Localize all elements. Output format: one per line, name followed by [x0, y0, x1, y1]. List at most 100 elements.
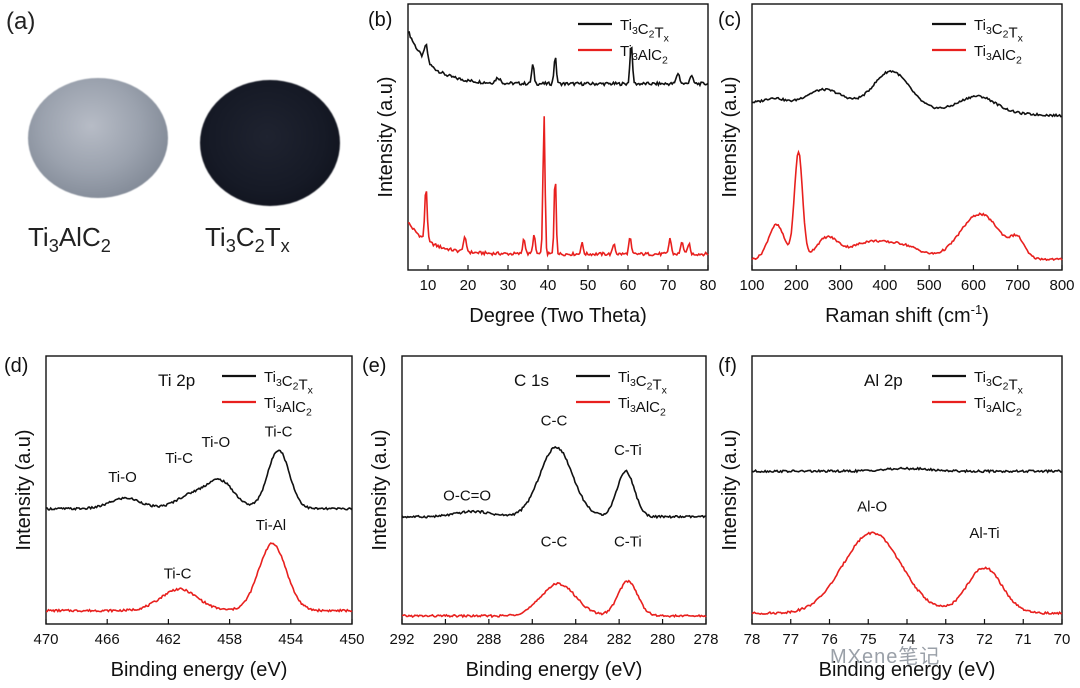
- peak-annotation: C-Ti: [614, 442, 642, 459]
- x-tick-label: 450: [339, 631, 364, 648]
- x-axis-label: Raman shift (cm-1): [825, 302, 989, 327]
- x-axis-label: Binding energy (eV): [111, 659, 288, 681]
- chart-f: (f) 78 77 76 75 74 73 72 71 70 Binding energy (eV)…: [718, 355, 1070, 681]
- x-tick-label: 292: [389, 631, 414, 648]
- panel-letter: (c): [718, 9, 741, 31]
- x-tick-label: 284: [563, 631, 588, 648]
- x-tick-label: 60: [620, 277, 637, 294]
- x-tick-label: 70: [1054, 631, 1071, 648]
- x-tick-label: 288: [476, 631, 501, 648]
- x-tick-label: 10: [420, 277, 437, 294]
- peak-annotation: O-C=O: [443, 488, 491, 505]
- y-axis-label: Intensity (a.u): [719, 429, 741, 550]
- x-tick-label: 100: [739, 277, 764, 294]
- peak-annotation: C-C: [541, 533, 568, 550]
- series-line-ti3alc2: [751, 149, 1063, 262]
- x-tick-label: 76: [821, 631, 838, 648]
- legend-label: Ti3AlC2: [264, 395, 312, 419]
- series-line-ti3c2tx: [45, 449, 353, 511]
- series-line-ti3alc2: [401, 579, 707, 619]
- x-axis-label: Binding energy (eV): [466, 659, 643, 681]
- x-tick-label: 700: [1005, 277, 1030, 294]
- panel-letter: (d): [4, 355, 28, 377]
- legend-label: Ti3AlC2: [974, 43, 1022, 67]
- chart-b: (b) 10 20 30 40 50 60 70 80 Degree (Two Theta) Int…: [368, 3, 717, 327]
- ti3alc2-label-text: Ti3AlC2: [28, 222, 111, 257]
- series-line-ti3c2tx: [751, 466, 1063, 474]
- x-tick-label: 400: [872, 277, 897, 294]
- series-line-ti3c2tx: [751, 69, 1063, 118]
- plot-frame: [407, 3, 709, 271]
- peak-annotation: Ti-Al: [256, 517, 286, 534]
- series-line-ti3alc2: [46, 542, 353, 614]
- legend-label: Ti3C2Tx: [974, 17, 1024, 44]
- peak-annotation: Ti-C: [165, 450, 193, 467]
- y-axis-label: Intensity (a.u): [719, 76, 741, 197]
- x-tick-label: 70: [660, 277, 677, 294]
- legend-label: Ti3C2Tx: [974, 369, 1024, 396]
- ti3alc2-photo-label: Ti3AlC2: [28, 222, 111, 257]
- plot-frame: [751, 3, 1063, 271]
- ti3c2tx-powder-image: [200, 80, 340, 206]
- y-axis-label: Intensity (a.u): [375, 76, 397, 197]
- legend-label: Ti3C2Tx: [620, 17, 670, 44]
- x-axis-label: Binding energy (eV): [819, 659, 996, 681]
- x-tick-label: 75: [860, 631, 877, 648]
- x-tick-label: 40: [540, 277, 557, 294]
- peak-annotation: Ti-C: [164, 565, 192, 582]
- x-tick-label: 80: [700, 277, 717, 294]
- legend-label: Ti3AlC2: [620, 43, 668, 67]
- x-tick-label: 278: [693, 631, 718, 648]
- watermark: MXene笔记: [830, 646, 941, 668]
- legend-label: Ti3C2Tx: [618, 369, 668, 396]
- x-tick-label: 78: [744, 631, 761, 648]
- x-tick-label: 600: [961, 277, 986, 294]
- panel-letter: (f): [718, 355, 737, 377]
- x-tick-label: 300: [828, 277, 853, 294]
- x-tick-label: 286: [520, 631, 545, 648]
- x-tick-label: 20: [460, 277, 477, 294]
- panel-title: Ti 2p: [158, 371, 195, 390]
- x-tick-label: 73: [937, 631, 954, 648]
- series-line-ti3c2tx: [401, 445, 707, 520]
- panel-title: C 1s: [514, 371, 549, 390]
- y-axis-label: Intensity (a.u): [13, 429, 35, 550]
- legend-label: Ti3C2Tx: [264, 369, 314, 396]
- panel-title: Al 2p: [864, 371, 903, 390]
- peak-annotation: Ti-O: [202, 434, 231, 451]
- peak-annotation: Ti-C: [265, 423, 293, 440]
- x-tick-label: 200: [784, 277, 809, 294]
- photo-panel-letter: (a): [6, 8, 36, 35]
- x-tick-label: 500: [917, 277, 942, 294]
- series-line-ti3alc2: [407, 116, 709, 258]
- x-tick-label: 282: [607, 631, 632, 648]
- legend-label: Ti3AlC2: [974, 395, 1022, 419]
- x-tick-label: 30: [500, 277, 517, 294]
- panel-letter: (e): [362, 355, 386, 377]
- chart-d: (d) 470 466 462 458 454 450 Binding energy (eV)…: [4, 355, 365, 681]
- chart-c: (c) 100 200 300 400 500 600 700 800 Raman shift (…: [718, 3, 1075, 327]
- x-tick-label: 462: [156, 631, 181, 648]
- plot-frame: [401, 355, 707, 625]
- x-tick-label: 77: [782, 631, 799, 648]
- x-tick-label: 454: [278, 631, 303, 648]
- ti3c2tx-photo-label: Ti3C2Tx: [205, 222, 290, 257]
- peak-annotation: C-Ti: [614, 533, 642, 550]
- peak-annotation: Al-O: [857, 498, 887, 515]
- series-line-ti3alc2: [751, 531, 1063, 616]
- y-axis-label: Intensity (a.u): [369, 429, 391, 550]
- x-axis-label: Degree (Two Theta): [469, 305, 647, 327]
- series-line-ti3c2tx: [407, 31, 709, 88]
- ti3alc2-powder-image: [28, 78, 168, 198]
- peak-annotation: Ti-O: [108, 469, 137, 486]
- x-tick-label: 458: [217, 631, 242, 648]
- panel-letter: (b): [368, 9, 392, 31]
- x-tick-label: 290: [433, 631, 458, 648]
- plot-frame: [45, 355, 353, 625]
- x-tick-label: 466: [95, 631, 120, 648]
- legend-label: Ti3AlC2: [618, 395, 666, 419]
- x-tick-label: 280: [650, 631, 675, 648]
- x-tick-label: 800: [1049, 277, 1074, 294]
- ti3c2tx-label-text: Ti3C2Tx: [205, 222, 290, 257]
